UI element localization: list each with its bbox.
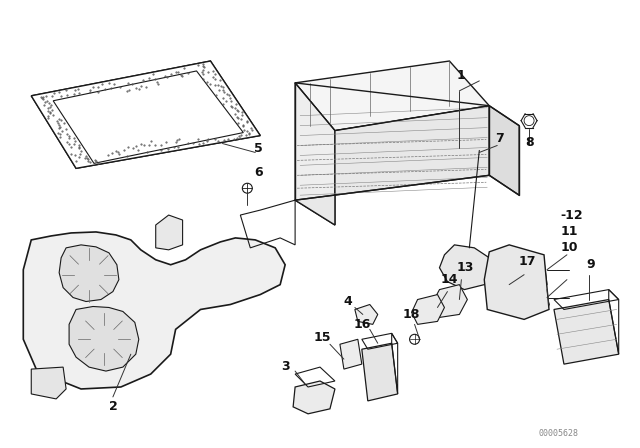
- Polygon shape: [509, 282, 547, 315]
- Text: 15: 15: [313, 331, 331, 344]
- Polygon shape: [156, 215, 182, 250]
- Text: 10: 10: [560, 241, 578, 254]
- Text: 7: 7: [495, 132, 504, 145]
- Text: 17: 17: [518, 255, 536, 268]
- Polygon shape: [59, 245, 119, 302]
- Polygon shape: [362, 343, 397, 401]
- Polygon shape: [340, 339, 362, 369]
- Text: 11: 11: [560, 225, 578, 238]
- Polygon shape: [440, 245, 494, 289]
- Text: 2: 2: [109, 401, 117, 414]
- Polygon shape: [31, 61, 260, 168]
- Polygon shape: [293, 381, 335, 414]
- Text: 18: 18: [403, 308, 420, 321]
- Polygon shape: [295, 61, 489, 130]
- Text: 3: 3: [281, 360, 289, 373]
- Text: 6: 6: [254, 166, 262, 179]
- Polygon shape: [412, 294, 444, 324]
- Polygon shape: [53, 71, 243, 164]
- Polygon shape: [431, 284, 467, 318]
- Polygon shape: [484, 245, 549, 319]
- Polygon shape: [509, 252, 547, 292]
- Text: 5: 5: [254, 142, 262, 155]
- Text: 13: 13: [457, 261, 474, 274]
- Text: 14: 14: [441, 273, 458, 286]
- Polygon shape: [489, 106, 519, 195]
- Polygon shape: [31, 367, 66, 399]
- Polygon shape: [554, 300, 619, 364]
- Text: -12: -12: [561, 209, 583, 222]
- Text: 00005628: 00005628: [539, 429, 579, 438]
- Text: 8: 8: [525, 136, 533, 149]
- Polygon shape: [355, 305, 378, 324]
- Polygon shape: [23, 232, 285, 389]
- Text: 16: 16: [353, 318, 371, 331]
- Text: 9: 9: [586, 258, 595, 271]
- Polygon shape: [295, 106, 489, 225]
- Text: 1: 1: [457, 69, 466, 82]
- Polygon shape: [295, 83, 335, 225]
- Polygon shape: [69, 306, 139, 371]
- Text: 4: 4: [344, 295, 352, 308]
